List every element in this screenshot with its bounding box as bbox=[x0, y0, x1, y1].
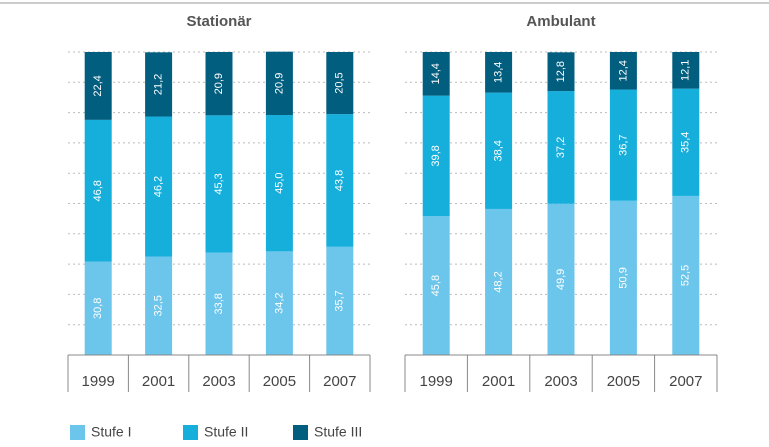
bar-segment bbox=[609, 52, 637, 90]
x-tick-label: 1999 bbox=[420, 373, 453, 390]
x-tick-label: 1999 bbox=[82, 373, 115, 390]
bar-segment bbox=[265, 251, 293, 355]
value-label: 45,0 bbox=[273, 172, 285, 193]
legend-swatch bbox=[293, 425, 308, 440]
bar-segment bbox=[485, 52, 513, 93]
x-tick-label: 2001 bbox=[482, 373, 515, 390]
bar-segment bbox=[672, 195, 700, 355]
bar-segment bbox=[547, 91, 575, 204]
value-label: 12,4 bbox=[617, 60, 629, 81]
bar-segment bbox=[326, 52, 354, 115]
value-label: 21,2 bbox=[153, 74, 165, 95]
x-tick-label: 2007 bbox=[323, 373, 356, 390]
bar-segment bbox=[547, 52, 575, 92]
x-tick-label: 2001 bbox=[142, 373, 175, 390]
bar-segment bbox=[672, 52, 700, 89]
value-label: 32,5 bbox=[153, 295, 165, 316]
value-label: 34,2 bbox=[273, 292, 285, 313]
bar-segment bbox=[609, 200, 637, 355]
x-tick-label: 2003 bbox=[202, 373, 235, 390]
value-label: 52,5 bbox=[680, 265, 692, 286]
value-label: 36,7 bbox=[617, 134, 629, 155]
bar-segment bbox=[326, 114, 354, 247]
value-label: 37,2 bbox=[555, 137, 567, 158]
legend-swatch bbox=[70, 425, 85, 440]
bar-segment bbox=[485, 208, 513, 355]
value-label: 50,9 bbox=[617, 267, 629, 288]
value-label: 49,9 bbox=[555, 269, 567, 290]
x-tick-label: 2005 bbox=[263, 373, 296, 390]
chart-title: Stationär bbox=[186, 13, 251, 30]
x-tick-label: 2007 bbox=[669, 373, 702, 390]
bar-segment bbox=[609, 89, 637, 201]
legend-swatch bbox=[183, 425, 198, 440]
value-label: 20,5 bbox=[334, 72, 346, 93]
value-label: 20,9 bbox=[273, 73, 285, 94]
value-label: 20,9 bbox=[213, 73, 225, 94]
bar-segment bbox=[205, 252, 233, 355]
value-label: 30,8 bbox=[92, 298, 104, 319]
value-label: 45,3 bbox=[213, 173, 225, 194]
value-label: 38,4 bbox=[493, 140, 505, 161]
bar-segment bbox=[547, 203, 575, 355]
x-tick-label: 2003 bbox=[544, 373, 577, 390]
bar-segment bbox=[422, 95, 450, 217]
legend-label: Stufe III bbox=[314, 424, 362, 440]
value-label: 14,4 bbox=[430, 63, 442, 84]
value-label: 35,4 bbox=[680, 132, 692, 153]
value-label: 45,8 bbox=[430, 275, 442, 296]
value-label: 35,7 bbox=[334, 290, 346, 311]
bar-segment bbox=[485, 92, 513, 209]
value-label: 13,4 bbox=[493, 62, 505, 83]
value-label: 48,2 bbox=[493, 271, 505, 292]
chart-title: Ambulant bbox=[526, 13, 595, 30]
bar-segment bbox=[265, 51, 293, 116]
bar-segment bbox=[145, 52, 173, 117]
legend-label: Stufe II bbox=[204, 424, 248, 440]
bar-segment bbox=[265, 115, 293, 252]
value-label: 22,4 bbox=[92, 75, 104, 96]
bar-segment bbox=[205, 52, 233, 116]
bar-segment bbox=[422, 52, 450, 96]
bar-segment bbox=[205, 115, 233, 253]
bar-segment bbox=[145, 116, 173, 257]
value-label: 46,8 bbox=[92, 180, 104, 201]
value-label: 12,1 bbox=[680, 60, 692, 81]
value-label: 46,2 bbox=[153, 176, 165, 197]
legend-label: Stufe I bbox=[91, 424, 131, 440]
bar-segment bbox=[84, 52, 112, 120]
bar-segment bbox=[672, 88, 700, 196]
x-tick-label: 2005 bbox=[607, 373, 640, 390]
value-label: 12,8 bbox=[555, 61, 567, 82]
value-label: 39,8 bbox=[430, 145, 442, 166]
value-label: 33,8 bbox=[213, 293, 225, 314]
bar-segment bbox=[145, 256, 173, 355]
bar-segment bbox=[422, 216, 450, 355]
bar-segment bbox=[84, 261, 112, 355]
bar-segment bbox=[84, 119, 112, 262]
value-label: 43,8 bbox=[334, 170, 346, 191]
bar-segment bbox=[326, 246, 354, 355]
